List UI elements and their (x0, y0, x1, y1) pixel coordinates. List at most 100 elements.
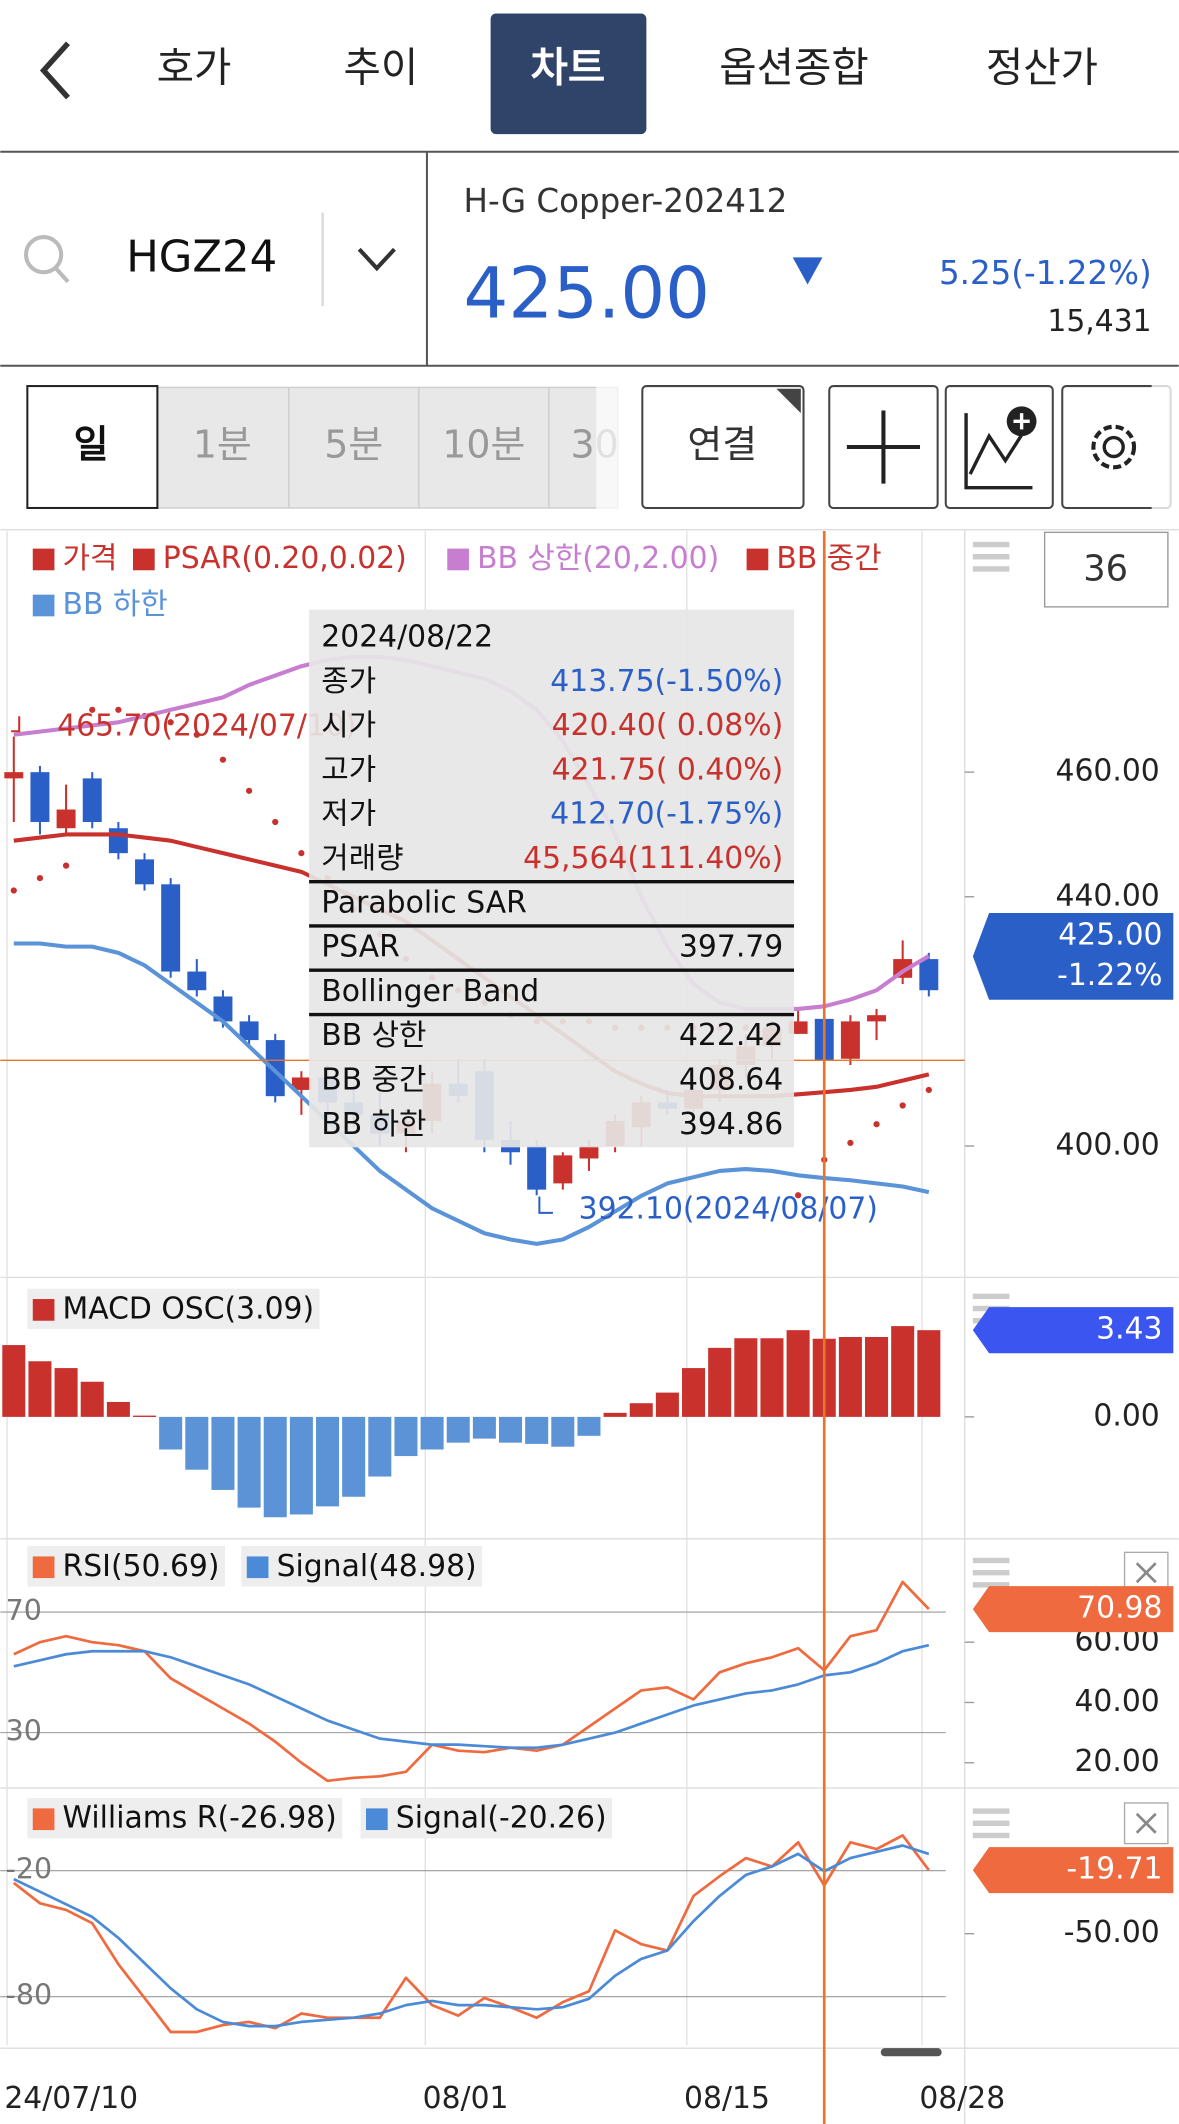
legend-swatch (447, 548, 469, 571)
panel-handle[interactable] (972, 1820, 1010, 1826)
tooltip-label: 종가 (321, 664, 376, 699)
panel-handle[interactable] (972, 1557, 1010, 1564)
search-icon[interactable] (23, 235, 64, 275)
legend-label: 가격 (63, 541, 118, 576)
macd-bar (917, 1330, 941, 1417)
legend-label: BB 중간 (776, 541, 881, 576)
macd-bar (368, 1416, 392, 1477)
symbol-price: 425.00 (464, 253, 710, 335)
macd-bar (80, 1381, 104, 1417)
corner-mark (776, 388, 801, 414)
macd-bar (446, 1416, 470, 1443)
macd-bar (106, 1401, 130, 1417)
y2-tick-label: 40.00 (1074, 1684, 1159, 1719)
count-box[interactable] (1043, 531, 1169, 608)
legend-bg (27, 1546, 225, 1587)
tooltip-value: 420.40( 0.08%) (552, 708, 784, 743)
macd-bar (734, 1338, 758, 1417)
y-tick-label: 400.00 (1056, 1128, 1160, 1163)
tab[interactable]: 호가 (157, 43, 232, 91)
legend-label: Signal(48.98) (277, 1549, 477, 1584)
last-value-label: 3.43 (1096, 1312, 1162, 1347)
tab[interactable]: 옵션종합 (719, 43, 869, 91)
period[interactable]: 5분 (324, 423, 383, 467)
selected-tab-bg (490, 13, 647, 135)
macd-bar (472, 1416, 496, 1439)
last-value-label: -19.71 (1066, 1852, 1162, 1887)
tab[interactable]: 추이 (344, 43, 419, 91)
macd-bar (603, 1412, 627, 1417)
period[interactable]: 일 (74, 423, 109, 467)
tab[interactable]: 정산가 (986, 43, 1098, 91)
close-icon (1135, 1562, 1157, 1584)
candle-body (4, 772, 24, 779)
price-change: 5.25(-1.22%) (939, 254, 1152, 292)
panel-handle[interactable] (972, 554, 1010, 560)
legend-swatch (133, 548, 155, 571)
gear-icon (1091, 424, 1137, 470)
series-line (13, 1580, 930, 1783)
tooltip-title: Parabolic SAR (321, 885, 527, 920)
period[interactable]: 1분 (193, 423, 252, 467)
psar-dot (10, 887, 17, 894)
legend-bg (241, 1546, 483, 1587)
candle-body (187, 971, 207, 991)
tooltip-value: 412.70(-1.75%) (550, 797, 783, 832)
candle-body (867, 1015, 887, 1022)
candle-body (82, 778, 102, 822)
legend-swatch (32, 1299, 55, 1321)
close-icon (1135, 1812, 1157, 1834)
link-button[interactable] (641, 385, 805, 509)
series-line (13, 1643, 930, 1750)
psar-dot (899, 1102, 906, 1109)
panel-handle[interactable] (972, 566, 1010, 572)
annotation-arrow (11, 716, 21, 733)
legend-swatch (32, 1556, 55, 1579)
tooltip-value: 422.42 (679, 1018, 783, 1053)
tooltip-title: Bollinger Band (321, 974, 539, 1009)
macd-bar (185, 1416, 209, 1470)
candle-count[interactable]: 36 (1083, 548, 1128, 589)
indicator-button[interactable] (944, 385, 1054, 509)
last-value-badge (972, 1847, 1174, 1894)
panel-handle[interactable] (972, 1582, 1010, 1588)
candle-body (239, 1021, 259, 1041)
panel-handle[interactable] (972, 1808, 1010, 1814)
tooltip-value: 408.64 (679, 1062, 783, 1097)
y-tick-label: 30 (6, 1715, 42, 1748)
panel-handle[interactable] (972, 541, 1010, 548)
legend-swatch (746, 548, 769, 571)
tooltip-value: 413.75(-1.50%) (550, 664, 783, 699)
legend-bg (27, 1798, 343, 1839)
symbol-code[interactable]: HGZ24 (126, 233, 277, 283)
tab-selected[interactable]: 차트 (530, 43, 605, 91)
y-tick-label: 460.00 (1056, 754, 1160, 789)
period[interactable]: 10분 (442, 423, 525, 467)
y2-tick-label: 20.00 (1074, 1744, 1159, 1779)
panel-handle[interactable] (972, 1293, 1010, 1300)
psar-dot (272, 818, 279, 826)
psar-dot (89, 706, 96, 713)
psar-dot (219, 756, 227, 763)
series-line (13, 1844, 930, 2028)
legend-bg (360, 1798, 613, 1839)
macd-bar (551, 1416, 575, 1447)
period-selected[interactable] (26, 385, 159, 509)
macd-bar (420, 1416, 444, 1450)
link-button-label[interactable]: 연결 (687, 423, 757, 467)
fade (1151, 379, 1179, 515)
panel-handle[interactable] (972, 1832, 1010, 1839)
macd-bar (499, 1416, 523, 1443)
psar-dot (245, 787, 253, 794)
chart-layer: 400.00 440.00 460.00 24/07/10 08/01 08/15 08/2… (0, 531, 1174, 2124)
y-tick-label: -20 (6, 1853, 52, 1886)
candle-body (30, 772, 50, 822)
macd-bar (629, 1403, 653, 1417)
y-tick-label: 0.00 (1093, 1398, 1159, 1433)
dropdown-button[interactable] (357, 247, 396, 272)
panel-handle[interactable] (972, 1569, 1010, 1576)
back-button[interactable] (39, 41, 70, 100)
macd-bar (891, 1326, 915, 1417)
scroll-indicator (880, 2048, 942, 2057)
